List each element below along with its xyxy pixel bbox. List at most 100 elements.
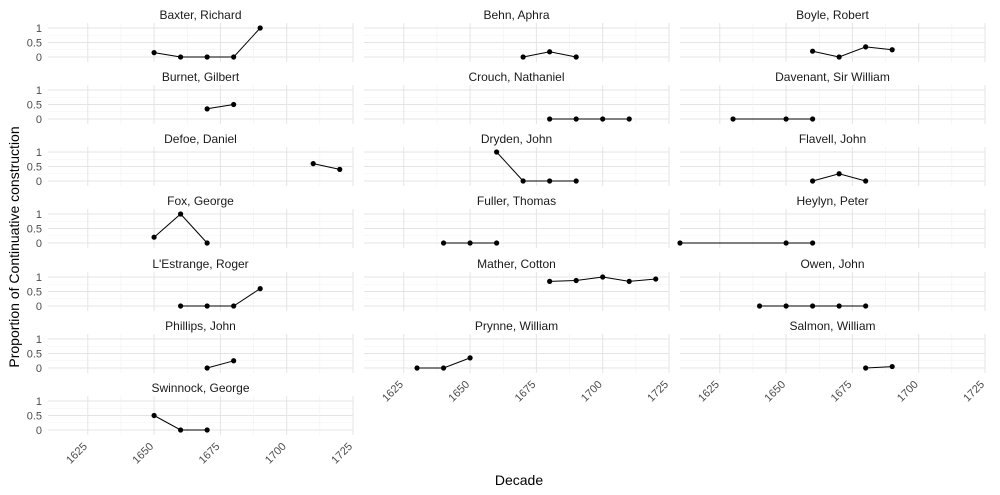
x-tick-label: 1675 [197,441,223,467]
data-point [204,106,210,112]
data-point [863,303,869,309]
y-tick-label: 0.5 [27,349,42,361]
y-tick-label: 0 [36,52,42,64]
data-point [231,101,237,108]
data-point [520,54,526,60]
data-point [573,116,579,122]
data-point [204,240,210,246]
y-tick-label: 1 [36,396,42,408]
panel-title: Swinnock, George [151,381,249,395]
panel-title: L'Estrange, Roger [152,257,248,271]
x-tick-label: 1650 [130,441,156,467]
panel: Heylyn, Peter [677,194,986,248]
data-point [600,274,606,280]
panel: Prynne, William 1625 1650 1675 1700 1725 [364,319,671,404]
y-tick-label: 0.5 [27,224,42,236]
data-point [178,427,184,433]
series-line [812,46,893,58]
panel-title: Defoe, Daniel [164,132,237,146]
panel: Dryden, John [364,132,670,186]
panel: Crouch, Nathaniel [364,70,670,124]
y-tick-label: 0.5 [27,162,42,174]
panel-title: Behn, Aphra [483,8,549,22]
data-point [231,358,237,364]
data-point [414,365,420,371]
data-point [810,48,816,54]
data-point [178,54,184,60]
data-point [310,161,316,167]
y-tick-label: 1 [36,272,42,284]
data-point [151,50,157,56]
panel: Owen, John [680,257,986,311]
data-point [573,54,579,60]
data-point [178,303,184,309]
data-point [836,54,842,60]
data-point [520,178,526,184]
panel-title: Fuller, Thomas [477,194,556,208]
x-tick-label: 1700 [895,379,921,405]
y-tick-label: 1 [36,147,42,159]
panel: Flavell, John [680,132,986,186]
panel-title: Boyle, Robert [796,8,869,22]
data-point [204,427,210,433]
panel-title: Dryden, John [481,132,552,146]
data-point [467,240,473,246]
panel-title: Davenant, Sir William [775,70,890,84]
y-tick-label: 1 [36,334,42,346]
panel-title: Owen, John [800,257,864,271]
panel: Salmon, William 1625 1650 1675 1700 1725 [680,319,987,404]
data-point [494,149,500,155]
panel: Burnet, Gilbert 0 0.5 1 [27,70,354,126]
data-point [467,355,473,361]
data-point [231,303,237,309]
panel-title: Salmon, William [789,319,875,333]
data-point [204,365,210,371]
data-point [257,25,263,31]
panel: Swinnock, George 0 0.5 1 1625 1650 1675 1700 172… [27,381,355,466]
data-point [889,47,895,53]
series-line [865,366,893,369]
data-point [810,116,816,122]
data-point [626,116,632,122]
panel: Boyle, Robert [680,8,986,62]
panel: Behn, Aphra [364,8,670,62]
x-tick-label: 1650 [446,379,472,405]
x-tick-label: 1650 [762,379,788,405]
series-line [180,288,261,307]
y-tick-label: 0 [36,301,42,313]
x-tick-label: 1725 [645,379,671,405]
data-point [547,278,553,284]
data-point [494,240,500,246]
y-tick-label: 0 [36,238,42,250]
data-point [547,116,553,122]
y-tick-label: 0 [36,176,42,188]
data-point [836,303,842,309]
x-tick-label: 1675 [513,379,539,405]
panel: L'Estrange, Roger 0 0.5 1 [27,257,354,313]
data-point [783,303,789,309]
y-tick-label: 0.5 [27,287,42,299]
data-point [257,286,263,292]
panel-title: Phillips, John [165,319,236,333]
data-point [573,277,579,284]
y-tick-label: 1 [36,85,42,97]
data-point [889,363,895,370]
data-point [756,303,763,309]
panel: Phillips, John 0 0.5 1 [27,319,354,375]
data-point [204,54,210,60]
series-line [207,104,234,110]
y-tick-label: 0 [36,114,42,126]
data-point [863,44,869,50]
data-point [231,54,237,60]
data-point [810,303,816,309]
data-point [810,240,816,246]
panel: Defoe, Daniel 0 0.5 1 [27,132,354,188]
panel: Baxter, Richard 0 0.5 1 [27,8,354,64]
data-point [863,365,869,371]
data-point [440,240,447,246]
data-point [573,178,579,184]
data-point [547,178,553,184]
data-point [783,116,789,122]
data-point [863,178,869,184]
